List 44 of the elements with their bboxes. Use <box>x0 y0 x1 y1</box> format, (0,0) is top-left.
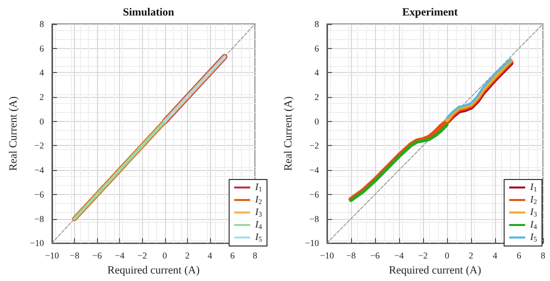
y-tick-label: 2 <box>39 92 44 102</box>
x-tick-label: −2 <box>418 250 428 261</box>
x-tick-label: 8 <box>252 250 258 261</box>
y-tick-label: 8 <box>314 19 320 29</box>
y-tick-label: 8 <box>39 19 44 29</box>
y-tick-label: −2 <box>309 140 319 151</box>
y-tick-label: −10 <box>304 238 320 248</box>
x-tick-label: 8 <box>540 250 546 261</box>
x-tick-label: −6 <box>92 250 102 261</box>
x-tick-label: −4 <box>114 250 125 261</box>
x-tick-label: 4 <box>208 250 213 261</box>
y-tick-label: −8 <box>309 214 320 224</box>
x-tick-label: −6 <box>370 250 380 261</box>
y-tick-label: −6 <box>34 189 44 200</box>
x-tick-label: 0 <box>162 250 168 261</box>
y-tick-label: 0 <box>314 116 320 126</box>
x-tick-label: −4 <box>394 250 404 261</box>
y-axis-title: Real Current (A) <box>282 96 294 171</box>
chart-title: Experiment <box>402 6 458 18</box>
y-axis-title: Real Current (A) <box>8 96 20 171</box>
x-tick-label: −8 <box>70 250 80 261</box>
y-tick-label: 0 <box>39 116 44 126</box>
y-tick-label: 4 <box>314 68 320 78</box>
x-tick-label: 6 <box>516 250 522 261</box>
x-tick-label: −8 <box>346 250 356 261</box>
x-tick-label: 2 <box>468 250 474 261</box>
y-tick-label: 6 <box>39 43 44 54</box>
y-tick-label: −4 <box>34 165 44 176</box>
x-tick-label: 2 <box>185 250 190 261</box>
y-tick-label: −2 <box>34 140 44 151</box>
x-tick-label: 6 <box>230 250 236 261</box>
y-tick-label: −6 <box>309 189 320 200</box>
y-tick-label: −4 <box>309 165 320 176</box>
chart-title: Simulation <box>122 6 174 18</box>
x-tick-label: −2 <box>137 250 147 261</box>
y-tick-label: −10 <box>30 238 44 248</box>
y-tick-label: 2 <box>314 92 319 102</box>
y-tick-label: −8 <box>34 214 44 224</box>
x-tick-label: 0 <box>444 250 450 261</box>
x-axis-title: Required current (A) <box>388 264 482 276</box>
x-tick-label: 4 <box>492 250 498 261</box>
y-tick-label: 6 <box>314 43 320 54</box>
x-axis-title: Required current (A) <box>107 264 200 276</box>
y-tick-label: 4 <box>39 68 44 78</box>
